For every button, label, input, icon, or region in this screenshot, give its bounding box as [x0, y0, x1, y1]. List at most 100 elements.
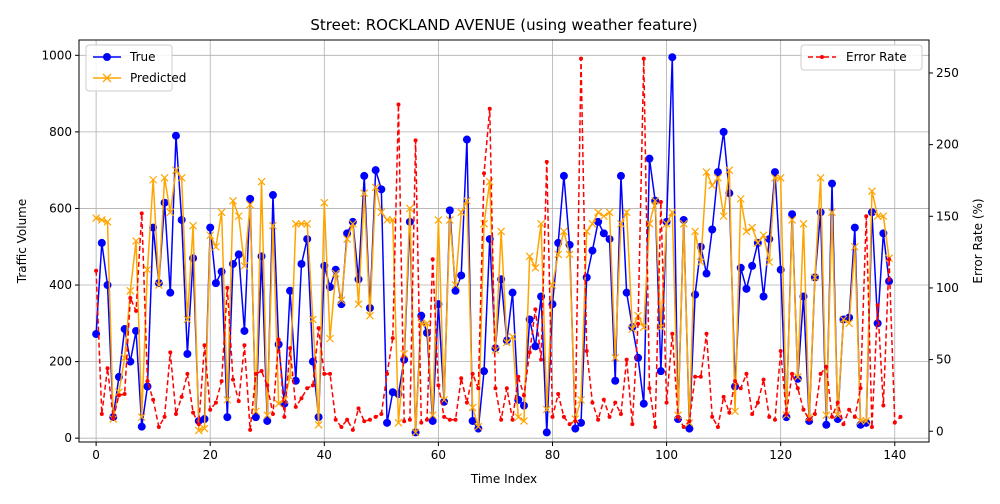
point-predicted	[280, 395, 289, 404]
point-error-rate	[875, 303, 880, 308]
point-error-rate	[105, 366, 110, 371]
point-error-rate	[402, 419, 407, 424]
point-predicted	[748, 223, 757, 232]
point-error-rate	[510, 417, 515, 422]
point-error-rate	[299, 396, 304, 401]
point-predicted	[166, 208, 175, 217]
point-predicted	[297, 219, 306, 228]
point-predicted	[383, 216, 391, 224]
y-right-tick-label: 200	[936, 138, 959, 152]
point-error-rate	[778, 348, 783, 353]
point-predicted	[377, 208, 386, 217]
x-tick-label: 80	[545, 448, 560, 462]
point-true	[257, 252, 266, 261]
legend-error-label: Error Rate	[846, 50, 907, 64]
point-true	[468, 416, 477, 425]
point-predicted	[211, 242, 220, 251]
point-error-rate	[476, 386, 481, 391]
point-predicted	[828, 208, 836, 217]
point-error-rate	[801, 407, 806, 412]
point-true	[348, 217, 357, 226]
point-error-rate	[202, 343, 207, 348]
point-error-rate	[864, 214, 869, 219]
point-predicted	[126, 286, 135, 295]
point-error-rate	[305, 386, 310, 391]
point-error-rate	[293, 404, 298, 409]
point-predicted	[617, 219, 625, 228]
point-error-rate	[191, 410, 196, 415]
legend-true-label: True	[129, 50, 156, 64]
point-true	[742, 284, 751, 293]
point-true	[782, 413, 791, 422]
point-predicted	[400, 350, 409, 358]
point-error-rate	[367, 417, 372, 422]
point-predicted	[736, 194, 745, 203]
point-error-rate	[812, 412, 817, 417]
point-error-rate	[111, 416, 116, 421]
point-error-rate	[636, 321, 641, 326]
point-true	[850, 223, 859, 232]
point-predicted	[594, 208, 603, 217]
point-predicted	[223, 395, 232, 404]
point-true	[137, 422, 146, 431]
point-true	[143, 382, 152, 391]
point-error-rate	[134, 308, 139, 313]
y-right-tick-label: 150	[936, 209, 959, 223]
point-error-rate	[630, 422, 635, 427]
point-error-rate	[430, 257, 435, 262]
point-predicted	[628, 325, 637, 333]
y-right-tick-label: 100	[936, 281, 959, 295]
point-true	[542, 428, 551, 437]
point-predicted	[708, 181, 717, 190]
x-tick-label: 100	[655, 448, 678, 462]
point-predicted	[137, 413, 146, 422]
point-true	[171, 131, 180, 140]
legend-right: Error Rate	[800, 44, 923, 71]
point-predicted	[229, 196, 237, 205]
point-true	[445, 206, 454, 215]
point-predicted	[194, 426, 203, 435]
point-predicted	[799, 219, 808, 228]
chart-title: Street: ROCKLAND AVENUE (using weather f…	[310, 16, 697, 34]
point-error-rate	[607, 414, 612, 419]
y-axis-label-right: Error Rate (%)	[971, 198, 985, 283]
x-tick-label: 0	[92, 448, 100, 462]
point-error-rate	[253, 371, 258, 376]
point-predicted	[394, 418, 403, 427]
y-tick-label: 0	[64, 431, 72, 445]
point-predicted	[776, 173, 785, 182]
legend-true-marker	[103, 53, 111, 61]
point-error-rate	[601, 397, 606, 402]
legend-predicted-label: Predicted	[130, 71, 186, 85]
point-true	[337, 300, 346, 309]
point-predicted	[856, 417, 865, 425]
point-error-rate	[573, 419, 578, 424]
point-predicted	[103, 217, 112, 226]
x-tick-label: 20	[203, 448, 218, 462]
point-error-rate	[213, 400, 218, 405]
y-right-tick-label: 250	[936, 66, 959, 80]
point-true	[451, 286, 460, 295]
point-true	[685, 424, 694, 433]
point-error-rate	[350, 427, 355, 432]
point-predicted	[771, 173, 779, 182]
point-error-rate	[539, 357, 544, 362]
point-error-rate	[698, 374, 703, 379]
point-error-rate	[379, 412, 384, 417]
point-true	[183, 349, 192, 358]
point-error-rate	[413, 138, 418, 143]
point-predicted	[497, 227, 506, 236]
point-error-rate	[242, 343, 247, 348]
point-predicted	[879, 212, 888, 221]
point-error-rate	[139, 211, 144, 216]
point-error-rate	[824, 364, 829, 369]
point-predicted	[839, 315, 848, 324]
point-error-rate	[373, 414, 378, 419]
point-predicted	[742, 227, 751, 236]
point-error-rate	[704, 331, 709, 336]
point-error-rate	[390, 336, 395, 341]
point-predicted	[765, 258, 774, 266]
point-true	[679, 215, 688, 224]
point-error-rate	[94, 268, 99, 273]
